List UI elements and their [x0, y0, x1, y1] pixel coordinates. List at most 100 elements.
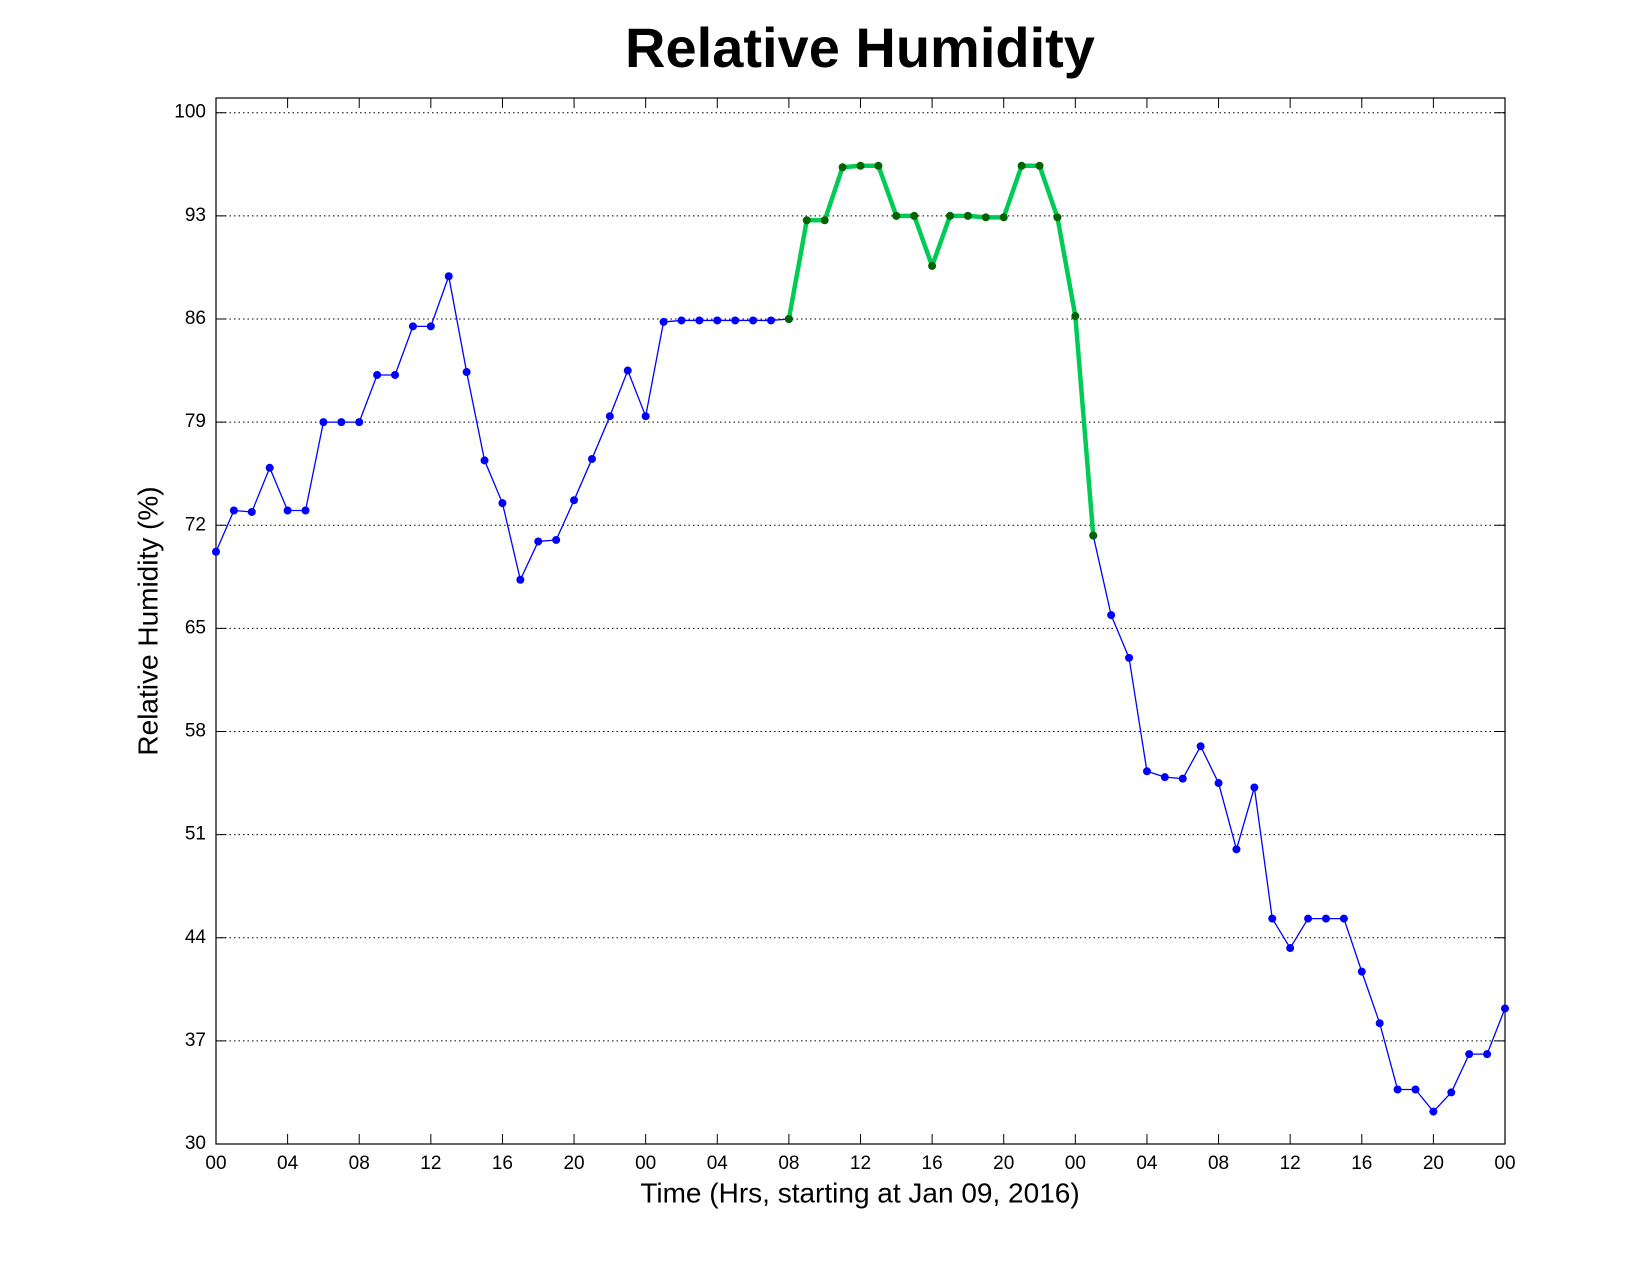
marker — [605, 412, 614, 421]
plot-frame — [215, 97, 1506, 1145]
marker — [963, 211, 972, 220]
marker — [1375, 1019, 1384, 1028]
marker — [283, 506, 292, 515]
marker — [408, 322, 417, 331]
marker — [1286, 944, 1295, 953]
marker — [910, 211, 919, 220]
marker — [301, 506, 310, 515]
marker — [1089, 531, 1098, 540]
marker — [426, 322, 435, 331]
chart-title: Relative Humidity — [625, 16, 1095, 79]
y-tick-label: 100 — [174, 102, 206, 123]
y-tick-label: 93 — [185, 205, 206, 226]
marker — [1125, 653, 1134, 662]
marker — [498, 499, 507, 508]
x-tick-label: 08 — [349, 1153, 370, 1174]
x-tick-label: 00 — [1494, 1153, 1515, 1174]
line — [215, 275, 1506, 1113]
x-tick-label: 00 — [635, 1153, 656, 1174]
marker — [892, 211, 901, 220]
marker — [337, 418, 346, 427]
marker — [265, 463, 274, 472]
marker — [1339, 914, 1348, 923]
y-tick-label: 86 — [185, 308, 206, 329]
y-tick-label: 72 — [185, 514, 206, 535]
x-tick-label: 20 — [563, 1153, 584, 1174]
marker — [1411, 1085, 1420, 1094]
marker — [373, 370, 382, 379]
marker — [1214, 779, 1223, 788]
marker — [1142, 767, 1151, 776]
marker — [695, 316, 704, 325]
marker — [874, 161, 883, 170]
marker — [1107, 611, 1116, 620]
marker — [784, 314, 793, 323]
y-tick-label: 58 — [185, 721, 206, 742]
marker — [1017, 161, 1026, 170]
marker — [1429, 1107, 1438, 1116]
x-tick-label: 12 — [1280, 1153, 1301, 1174]
marker — [1447, 1088, 1456, 1097]
marker — [1465, 1050, 1474, 1059]
y-tick-label: 37 — [185, 1030, 206, 1051]
marker — [766, 316, 775, 325]
marker — [1501, 1004, 1509, 1013]
marker — [516, 575, 525, 584]
marker — [1268, 914, 1277, 923]
marker — [1071, 312, 1080, 321]
marker — [946, 211, 955, 220]
x-tick-label: 00 — [205, 1153, 226, 1174]
x-tick-label: 16 — [492, 1153, 513, 1174]
marker — [1232, 845, 1241, 854]
marker — [1250, 783, 1259, 792]
x-tick-label: 00 — [1065, 1153, 1086, 1174]
x-tick-label: 12 — [420, 1153, 441, 1174]
marker — [212, 547, 220, 556]
y-axis-label: Relative Humidity (%) — [132, 486, 163, 755]
marker — [444, 272, 453, 281]
marker — [641, 412, 650, 421]
x-tick-label: 16 — [922, 1153, 943, 1174]
marker — [552, 535, 561, 544]
marker — [1321, 914, 1330, 923]
marker — [623, 366, 632, 375]
marker — [247, 507, 256, 516]
marker — [1304, 914, 1313, 923]
marker — [749, 316, 758, 325]
y-tick-label: 65 — [185, 617, 206, 638]
marker — [229, 506, 238, 515]
marker — [355, 418, 364, 427]
x-tick-label: 20 — [993, 1153, 1014, 1174]
marker — [534, 537, 543, 546]
marker — [480, 456, 489, 465]
marker — [1393, 1085, 1402, 1094]
x-tick-label: 08 — [1208, 1153, 1229, 1174]
x-tick-label: 04 — [1136, 1153, 1158, 1174]
marker — [838, 163, 847, 172]
line — [786, 163, 1096, 536]
marker — [928, 261, 937, 270]
y-tick-label: 44 — [185, 927, 207, 948]
marker — [677, 316, 686, 325]
x-tick-label: 12 — [850, 1153, 871, 1174]
marker — [1196, 742, 1205, 751]
marker — [319, 418, 328, 427]
x-tick-label: 04 — [707, 1153, 729, 1174]
x-tick-label: 08 — [778, 1153, 799, 1174]
marker — [856, 161, 865, 170]
marker — [587, 454, 596, 463]
marker — [1053, 213, 1062, 222]
marker — [462, 368, 471, 377]
marker — [731, 316, 740, 325]
x-tick-label: 16 — [1351, 1153, 1372, 1174]
marker — [1178, 774, 1187, 783]
marker — [820, 216, 829, 225]
marker — [999, 213, 1008, 222]
marker — [659, 317, 668, 326]
marker — [802, 216, 811, 225]
x-axis-label: Time (Hrs, starting at Jan 09, 2016) — [640, 1177, 1079, 1208]
x-tick-label: 20 — [1423, 1153, 1444, 1174]
x-tick-label: 04 — [277, 1153, 299, 1174]
marker — [981, 213, 990, 222]
